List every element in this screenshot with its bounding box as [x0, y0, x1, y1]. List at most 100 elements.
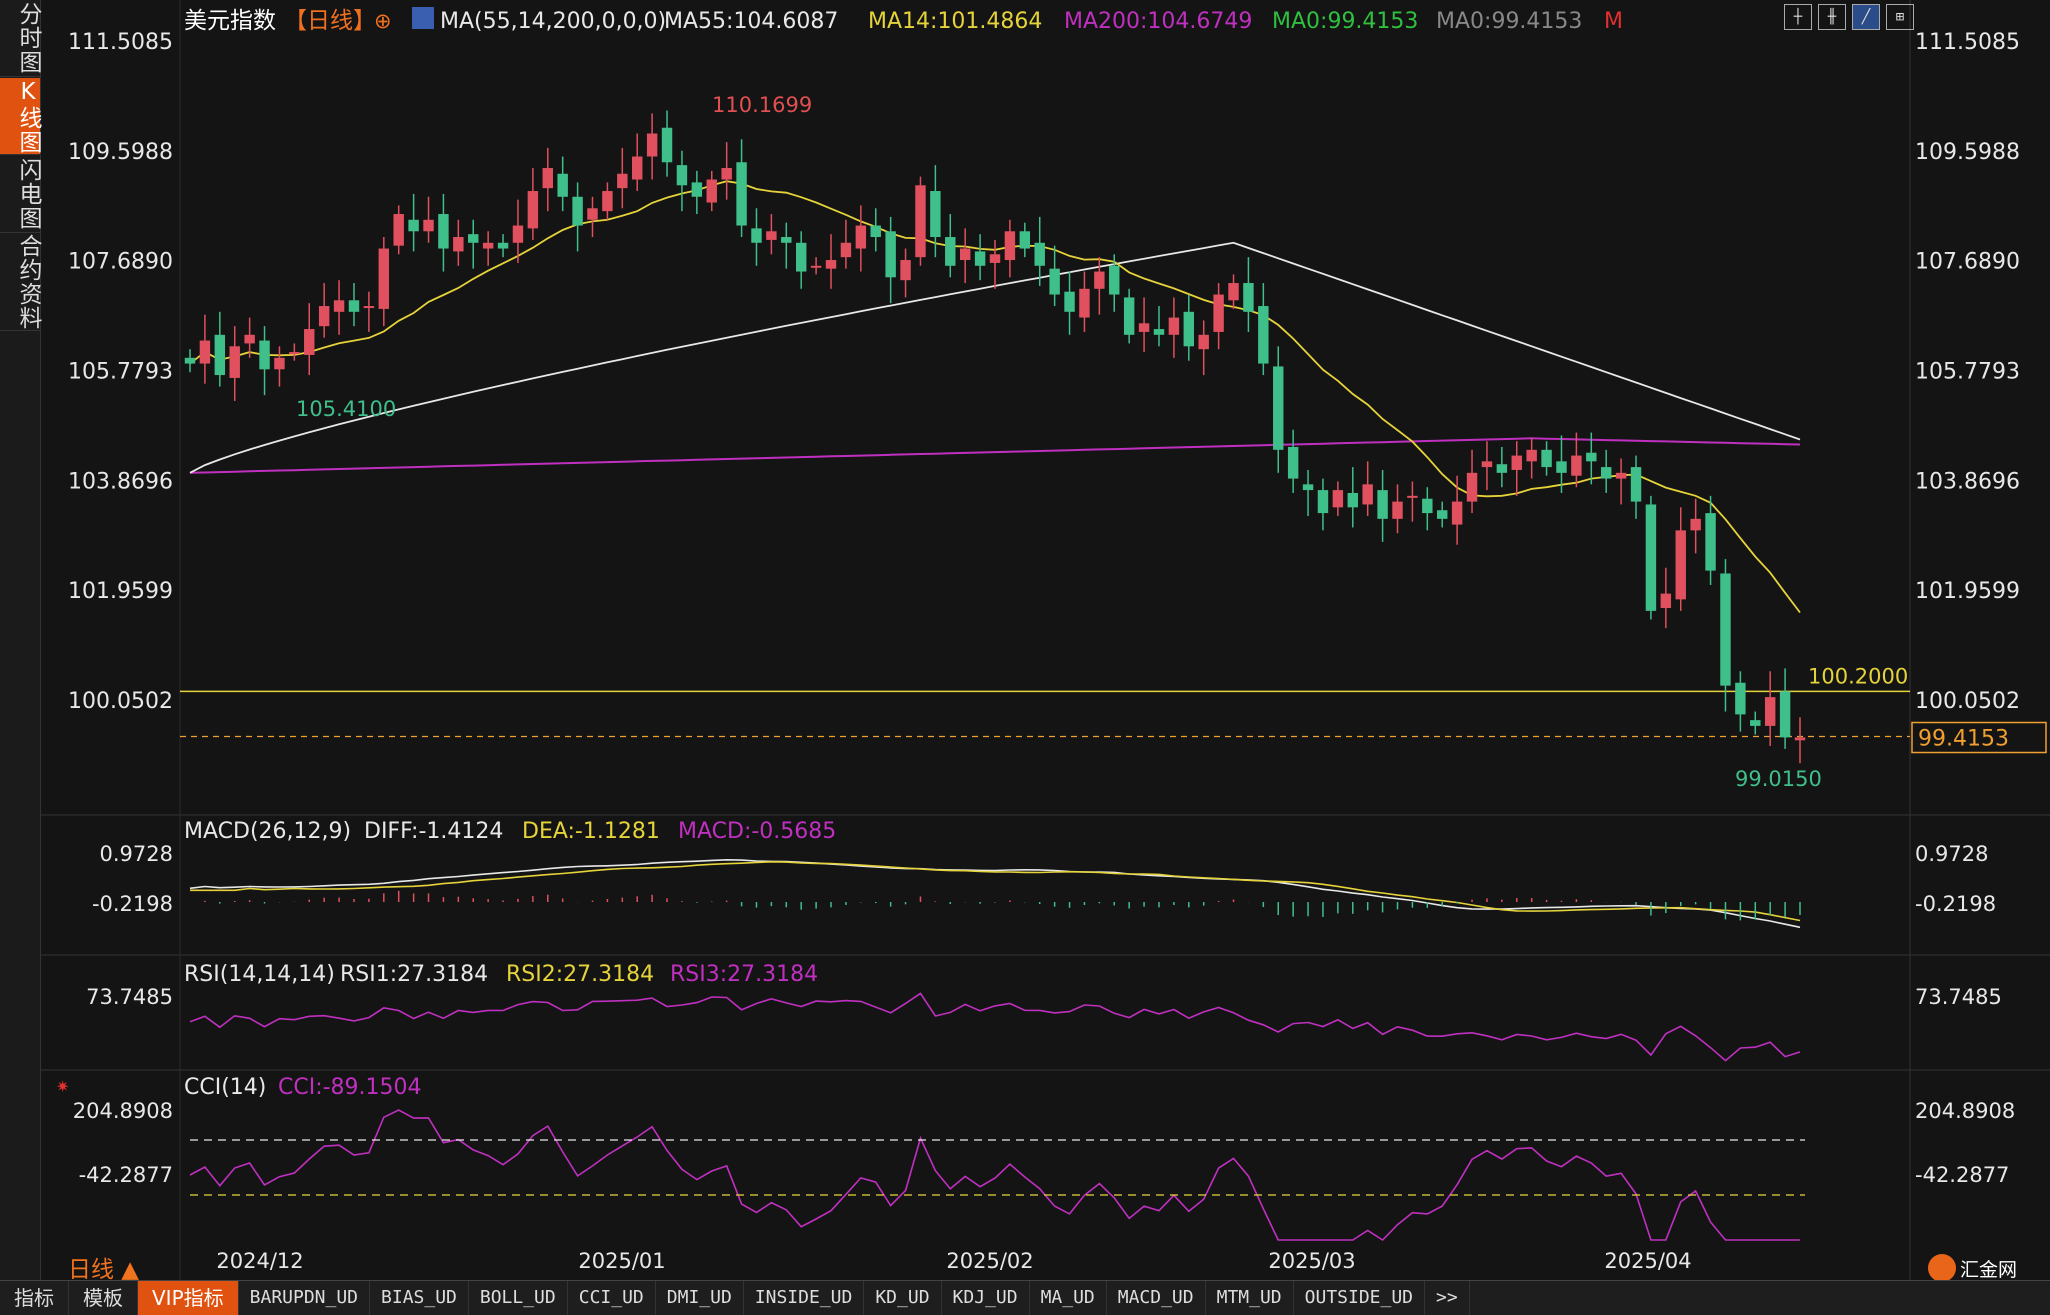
crosshair-icon[interactable]: ┼	[1784, 4, 1812, 30]
period-button[interactable]: 日线 ▲	[68, 1257, 139, 1283]
candle-body	[870, 225, 881, 238]
maximize-icon[interactable]: ⊞	[1886, 4, 1914, 30]
candle-body	[1332, 490, 1344, 508]
candle-body	[527, 191, 539, 229]
candle-body	[1079, 288, 1090, 318]
indicator-tab-cci-ud[interactable]: CCI_UD	[568, 1281, 656, 1315]
candle-body	[1645, 504, 1657, 611]
price-tick-left: 105.7793	[68, 360, 173, 385]
cci-tick: 204.8908	[1915, 1099, 2015, 1123]
candle-body	[289, 352, 300, 355]
candle-body	[1794, 737, 1806, 741]
tab-contract-info[interactable]: 合约资料	[0, 234, 41, 331]
candle-body	[1690, 518, 1701, 531]
indicator-tab-kd-ud[interactable]: KD_UD	[864, 1281, 942, 1315]
indicator-tab-outside-ud[interactable]: OUTSIDE_UD	[1294, 1281, 1426, 1315]
candle-body	[1362, 484, 1373, 505]
indicator-tab-kdj-ud[interactable]: KDJ_UD	[942, 1281, 1030, 1315]
indicator-tab-vip-[interactable]: VIP指标	[138, 1281, 239, 1315]
candle-body	[348, 300, 360, 312]
left-sidebar: 分时图 K线图 闪电图 合约资料	[0, 0, 41, 1280]
candle-body	[736, 162, 747, 226]
candle-body	[453, 237, 464, 252]
low-mark-label: 99.0150	[1735, 767, 1822, 791]
cci-line	[189, 1109, 1800, 1242]
chart-canvas[interactable]: 111.5085 111.5085 109.5988 109.5988 107.6890…	[0, 0, 2050, 1280]
candle-body	[1094, 271, 1105, 289]
settings-icon: ⊕	[374, 9, 392, 33]
candle-body	[304, 329, 315, 355]
candle-body	[1243, 283, 1254, 312]
rsi2-value: RSI2:27.3184	[506, 962, 654, 987]
candle-body	[1630, 467, 1642, 502]
macd-tick: -0.2198	[1915, 892, 1996, 916]
cci-tick: 204.8908	[73, 1099, 173, 1123]
candle-body	[1347, 492, 1358, 508]
indicator-tab-ma-ud[interactable]: MA_UD	[1030, 1281, 1107, 1315]
ma55-value: MA55:104.6087	[664, 9, 838, 34]
macd-value: MACD:-0.5685	[678, 819, 836, 844]
candle-body	[617, 173, 628, 189]
indicator-tab-dmi-ud[interactable]: DMI_UD	[656, 1281, 744, 1315]
candle-body	[840, 242, 852, 258]
macd-tick: -0.2198	[92, 892, 173, 916]
candle-body	[1437, 510, 1448, 519]
candle-body	[602, 191, 613, 212]
candle-body	[512, 225, 524, 243]
logo-text: 汇金网	[1960, 1258, 2018, 1281]
period-tag: 【日线】	[284, 8, 376, 34]
candle-body	[1705, 513, 1716, 571]
macd-tick: 0.9728	[100, 842, 173, 866]
indicator-tab-bias-ud[interactable]: BIAS_UD	[370, 1281, 469, 1315]
cci-value: CCI:-89.1504	[278, 1075, 422, 1100]
candle-body	[482, 242, 494, 249]
candle-body	[781, 237, 792, 243]
candle-body	[1586, 452, 1597, 462]
candle-body	[706, 179, 717, 203]
line-tool-icon[interactable]: ╱	[1852, 4, 1880, 30]
tab-timeshare[interactable]: 分时图	[0, 0, 41, 77]
price-tick-left: 100.0502	[68, 689, 173, 714]
candle-body	[1735, 682, 1746, 715]
ma14-value: MA14:101.4864	[868, 9, 1042, 34]
indicator-tab-boll-ud[interactable]: BOLL_UD	[469, 1281, 568, 1315]
indicator-tab-inside-ud[interactable]: INSIDE_UD	[744, 1281, 865, 1315]
candle-body	[1764, 697, 1776, 726]
candle-body	[632, 156, 643, 180]
indicator-tab--[interactable]: 指标	[0, 1281, 69, 1315]
candle-body	[363, 306, 375, 309]
candle-body	[1496, 464, 1508, 473]
support-line-label: 100.2000	[1808, 664, 1908, 688]
indicator-tab-mtm-ud[interactable]: MTM_UD	[1206, 1281, 1294, 1315]
candle-body	[661, 127, 673, 163]
price-tick-right: 101.9599	[1915, 579, 2020, 604]
indicator-tab-macd-ud[interactable]: MACD_UD	[1107, 1281, 1206, 1315]
indicator-tab--[interactable]: >>	[1425, 1281, 1470, 1315]
x-axis-label: 2025/03	[1268, 1249, 1355, 1273]
bars-icon[interactable]: ╫	[1818, 4, 1846, 30]
candle-body	[676, 165, 688, 186]
tab-kline[interactable]: K线图	[0, 78, 41, 155]
candle-body	[1258, 306, 1269, 364]
candle-body	[378, 248, 390, 309]
candle-body	[1779, 691, 1791, 738]
candle-body	[572, 196, 583, 226]
candle-body	[1049, 268, 1060, 295]
x-axis-label: 2024/12	[216, 1249, 303, 1273]
x-axis-label: 2025/04	[1604, 1249, 1691, 1273]
indicator-tab--[interactable]: 模板	[69, 1281, 138, 1315]
candle-body	[199, 340, 211, 364]
candle-body	[1273, 366, 1284, 450]
candle-body	[318, 306, 330, 327]
candle-body	[468, 234, 479, 243]
logo-icon	[1928, 1254, 1956, 1282]
candle-body	[1600, 467, 1612, 479]
candle-body	[691, 182, 703, 197]
candle-body	[1153, 329, 1165, 335]
candle-body	[1004, 231, 1016, 261]
macd-dea-line	[190, 860, 1801, 922]
indicator-tab-barupdn-ud[interactable]: BARUPDN_UD	[239, 1281, 371, 1315]
price-tick-right: 103.8696	[1915, 469, 2020, 494]
candle-body	[1675, 530, 1686, 600]
tab-flash[interactable]: 闪电图	[0, 156, 41, 233]
